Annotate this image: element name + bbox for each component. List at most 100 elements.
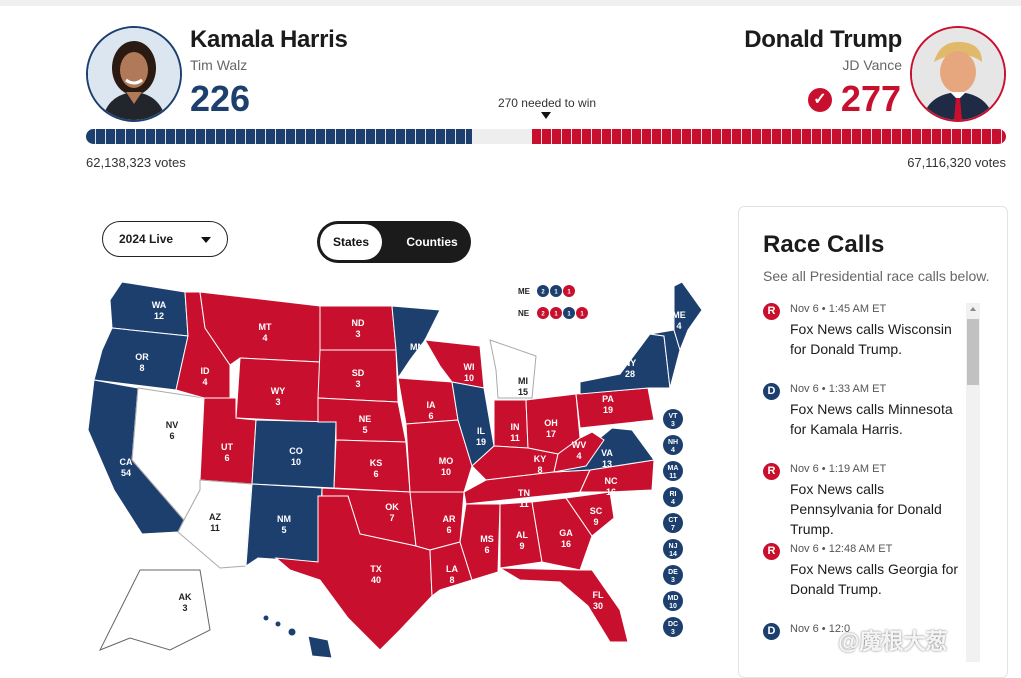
state-label-ky[interactable]: KY <box>534 454 547 464</box>
state-label-ga[interactable]: GA <box>559 528 573 538</box>
state-label-ne[interactable]: NE <box>359 414 372 424</box>
state-ev-ia: 6 <box>428 411 433 421</box>
district-dot-label: 2 <box>541 312 545 318</box>
state-label-pa[interactable]: PA <box>602 394 614 404</box>
state-label-nm[interactable]: NM <box>277 514 291 524</box>
rep-badge-icon: R <box>763 303 780 320</box>
small-state-ri[interactable] <box>663 487 683 507</box>
state-AR <box>409 491 465 551</box>
state-label-or[interactable]: OR <box>135 352 149 362</box>
small-state-ct[interactable] <box>663 513 683 533</box>
race-call-time: Nov 6 • 1:33 AM ET <box>790 383 887 395</box>
state-label-oh[interactable]: OH <box>544 418 558 428</box>
state-ev-nc: 16 <box>606 487 616 497</box>
district-dot[interactable] <box>576 307 588 319</box>
state-label-ia[interactable]: IA <box>427 400 437 410</box>
race-calls-scrollbar[interactable] <box>966 303 980 662</box>
district-dot-label: 1 <box>554 312 558 318</box>
scroll-up-icon[interactable] <box>970 307 976 311</box>
state-label-tn[interactable]: TN <box>518 488 530 498</box>
small-state-dc[interactable] <box>663 617 683 637</box>
district-dot[interactable] <box>550 285 562 297</box>
state-label-la[interactable]: LA <box>446 564 458 574</box>
rep-bar-fill <box>532 129 1006 144</box>
district-dot[interactable] <box>537 307 549 319</box>
scrollbar-thumb[interactable] <box>967 319 979 385</box>
state-label-mn[interactable]: MN <box>410 342 424 352</box>
race-call-item[interactable]: R Nov 6 • 12:48 AM ET Fox News calls Georg… <box>763 543 963 613</box>
state-label-ca[interactable]: CA <box>120 457 133 467</box>
district-dot[interactable] <box>537 285 549 297</box>
small-state-ma[interactable] <box>663 461 683 481</box>
district-dot[interactable] <box>563 285 575 297</box>
state-label-va[interactable]: VA <box>601 448 613 458</box>
state-ev-al: 9 <box>519 541 524 551</box>
state-label-ny[interactable]: NY <box>624 358 637 368</box>
state-label-wi[interactable]: WI <box>464 362 475 372</box>
small-state-label: DC <box>668 621 678 628</box>
small-state-label: MD <box>668 595 679 602</box>
state-label-ak[interactable]: AK <box>179 592 192 602</box>
state-GA <box>531 497 593 571</box>
state-label-ut[interactable]: UT <box>221 442 233 452</box>
state-label-ms[interactable]: MS <box>480 534 494 544</box>
state-label-al[interactable]: AL <box>516 530 528 540</box>
state-ev-mn: 10 <box>412 353 422 363</box>
state-SC <box>565 491 615 537</box>
small-state-ev: 14 <box>669 551 677 558</box>
state-label-mt[interactable]: MT <box>259 322 272 332</box>
race-call-item[interactable]: D Nov 6 • 1:33 AM ET Fox News calls Minnes… <box>763 383 963 453</box>
race-call-item[interactable]: R Nov 6 • 1:45 AM ET Fox News calls Wiscon… <box>763 303 963 373</box>
state-label-mo[interactable]: MO <box>439 456 454 466</box>
trump-avatar <box>910 26 1006 122</box>
state-label-hi[interactable]: HI <box>285 637 294 647</box>
state-ev-in: 11 <box>510 433 520 443</box>
state-label-sd[interactable]: SD <box>352 368 365 378</box>
state-label-ok[interactable]: OK <box>385 502 399 512</box>
state-label-wa[interactable]: WA <box>152 300 167 310</box>
state-label-id[interactable]: ID <box>201 366 211 376</box>
state-ev-ut: 6 <box>224 453 229 463</box>
needed-to-win-label: 270 needed to win <box>497 96 597 110</box>
race-call-item[interactable]: R Nov 6 • 1:19 AM ET Fox News calls Pennsy… <box>763 463 963 537</box>
district-dot-label: 1 <box>567 312 571 318</box>
state-ev-mt: 4 <box>262 333 267 343</box>
state-ev-pa: 19 <box>603 405 613 415</box>
toggle-counties[interactable]: Counties <box>406 235 458 249</box>
state-label-az[interactable]: AZ <box>209 512 221 522</box>
district-dot[interactable] <box>563 307 575 319</box>
state-label-il[interactable]: IL <box>477 426 486 436</box>
race-call-time: Nov 6 • 12:48 AM ET <box>790 543 893 555</box>
state-label-nc[interactable]: NC <box>605 476 618 486</box>
toggle-states[interactable]: States <box>320 224 382 260</box>
state-label-wv[interactable]: WV <box>572 440 587 450</box>
state-label-nv[interactable]: NV <box>166 420 179 430</box>
state-label-in[interactable]: IN <box>511 422 520 432</box>
small-state-nj[interactable] <box>663 539 683 559</box>
harris-popular-votes: 62,138,323 votes <box>86 155 186 170</box>
state-label-nd[interactable]: ND <box>352 318 365 328</box>
state-label-me[interactable]: ME <box>672 310 686 320</box>
state-ev-ca: 54 <box>121 468 131 478</box>
state-label-sc[interactable]: SC <box>590 506 603 516</box>
state-label-tx[interactable]: TX <box>370 564 382 574</box>
year-select[interactable]: 2024 Live <box>102 221 228 257</box>
race-call-item[interactable]: D Nov 6 • 12:0 <box>763 623 963 677</box>
view-toggle[interactable]: States Counties <box>317 221 471 263</box>
year-select-value: 2024 Live <box>119 232 174 246</box>
small-state-de[interactable] <box>663 565 683 585</box>
state-label-fl[interactable]: FL <box>593 590 604 600</box>
state-FL <box>498 567 629 643</box>
small-state-label: VT <box>669 413 679 420</box>
state-label-mi[interactable]: MI <box>518 376 528 386</box>
small-state-md[interactable] <box>663 591 683 611</box>
state-label-ks[interactable]: KS <box>370 458 383 468</box>
state-ev-me: 4 <box>676 321 681 331</box>
state-label-wy[interactable]: WY <box>271 386 286 396</box>
state-label-co[interactable]: CO <box>289 446 303 456</box>
state-ev-ok: 7 <box>389 513 394 523</box>
state-label-ar[interactable]: AR <box>443 514 456 524</box>
small-state-nh[interactable] <box>663 435 683 455</box>
small-state-vt[interactable] <box>663 409 683 429</box>
district-dot[interactable] <box>550 307 562 319</box>
